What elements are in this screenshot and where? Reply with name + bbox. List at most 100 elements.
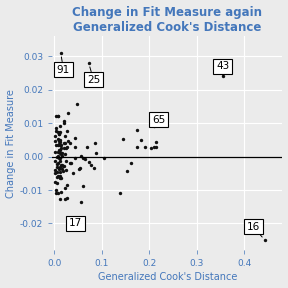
Point	[53, 171, 57, 175]
Point	[78, 165, 82, 170]
Point	[55, 154, 60, 158]
Point	[139, 138, 144, 142]
Title: Change in Fit Measure again
Generalized Cook's Distance: Change in Fit Measure again Generalized …	[72, 5, 262, 34]
Point	[57, 132, 62, 136]
Text: 16: 16	[247, 222, 262, 237]
Point	[152, 124, 157, 129]
Point	[58, 152, 63, 157]
Point	[55, 164, 60, 169]
Point	[221, 74, 226, 79]
Point	[54, 114, 59, 119]
Point	[56, 141, 61, 146]
Point	[92, 166, 96, 171]
Point	[58, 151, 62, 155]
Point	[57, 169, 62, 174]
Point	[57, 139, 62, 144]
Point	[55, 161, 60, 166]
Point	[54, 170, 59, 175]
Point	[57, 139, 62, 143]
Point	[62, 118, 67, 123]
Point	[134, 145, 139, 150]
Point	[61, 163, 66, 168]
Point	[56, 130, 61, 134]
Point	[64, 159, 68, 163]
Point	[73, 156, 77, 161]
Point	[53, 188, 58, 193]
Point	[61, 169, 65, 173]
Point	[55, 143, 60, 147]
Point	[53, 168, 57, 173]
Point	[59, 176, 63, 181]
Point	[54, 143, 58, 147]
Point	[58, 143, 63, 147]
Point	[93, 141, 97, 145]
Point	[58, 165, 62, 170]
Point	[62, 145, 67, 150]
Point	[59, 154, 64, 158]
Point	[63, 133, 68, 138]
Point	[68, 161, 73, 165]
Point	[66, 139, 71, 143]
Text: 43: 43	[216, 61, 229, 76]
X-axis label: Generalized Cook's Distance: Generalized Cook's Distance	[98, 272, 237, 283]
Point	[65, 145, 69, 149]
Point	[63, 151, 68, 156]
Y-axis label: Change in Fit Measure: Change in Fit Measure	[5, 89, 16, 198]
Point	[58, 129, 62, 134]
Point	[55, 150, 60, 155]
Point	[53, 159, 58, 163]
Text: 25: 25	[87, 67, 100, 85]
Point	[79, 154, 83, 158]
Point	[60, 163, 65, 168]
Point	[57, 148, 62, 152]
Point	[68, 161, 73, 165]
Point	[52, 149, 57, 154]
Point	[55, 155, 60, 159]
Point	[66, 111, 70, 115]
Point	[77, 166, 82, 171]
Point	[53, 139, 57, 143]
Point	[57, 156, 61, 161]
Point	[56, 114, 60, 119]
Point	[59, 145, 64, 150]
Point	[82, 157, 87, 161]
Point	[79, 200, 84, 204]
Point	[58, 138, 62, 143]
Text: 65: 65	[152, 115, 165, 125]
Point	[58, 124, 63, 128]
Point	[102, 156, 107, 160]
Point	[56, 161, 61, 166]
Point	[58, 189, 63, 194]
Point	[89, 162, 93, 167]
Point	[56, 191, 60, 195]
Point	[58, 196, 62, 201]
Point	[53, 179, 58, 184]
Point	[57, 166, 61, 171]
Point	[58, 143, 62, 148]
Text: 17: 17	[69, 219, 82, 228]
Point	[60, 167, 65, 171]
Point	[60, 162, 65, 167]
Point	[134, 128, 139, 132]
Point	[153, 140, 158, 144]
Point	[129, 161, 134, 165]
Point	[68, 141, 72, 146]
Point	[151, 145, 156, 149]
Point	[86, 60, 91, 65]
Point	[63, 141, 67, 145]
Point	[58, 147, 62, 152]
Point	[81, 183, 86, 188]
Point	[64, 146, 68, 150]
Point	[142, 144, 147, 149]
Point	[60, 151, 65, 156]
Point	[71, 170, 75, 175]
Point	[73, 145, 77, 150]
Point	[81, 156, 85, 160]
Point	[57, 156, 62, 160]
Point	[65, 128, 70, 133]
Point	[121, 137, 126, 141]
Point	[52, 134, 57, 139]
Point	[65, 183, 69, 188]
Point	[62, 141, 67, 145]
Point	[64, 168, 69, 172]
